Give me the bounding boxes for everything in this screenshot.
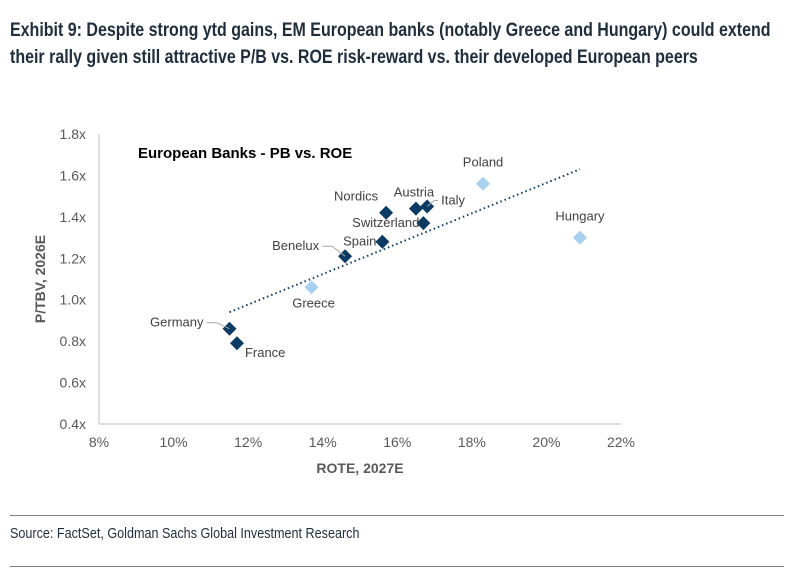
top-divider	[10, 515, 784, 516]
y-tick-label: 0.4x	[60, 416, 86, 432]
point-label: Nordics	[334, 189, 379, 204]
data-point-poland	[476, 176, 491, 191]
chart-title: European Banks - PB vs. ROE	[138, 145, 352, 162]
point-label: Benelux	[272, 238, 319, 253]
data-point-france	[229, 336, 244, 351]
x-tick-label: 22%	[607, 434, 635, 450]
x-tick-label: 12%	[234, 434, 262, 450]
bottom-divider	[10, 566, 784, 567]
data-point-hungary	[572, 230, 587, 245]
leader-line	[426, 200, 439, 207]
x-tick-label: 20%	[532, 434, 560, 450]
data-point-austria	[408, 201, 423, 216]
x-tick-label: 10%	[160, 434, 188, 450]
exhibit-title: Exhibit 9: Despite strong ytd gains, EM …	[10, 19, 771, 68]
y-tick-label: 1.2x	[60, 250, 86, 266]
point-label: Italy	[441, 193, 465, 208]
point-label: Greece	[292, 295, 335, 310]
source-note: Source: FactSet, Goldman Sachs Global In…	[10, 525, 360, 542]
y-tick-label: 1.8x	[60, 126, 86, 142]
point-label: Spain	[343, 234, 376, 249]
point-label: Germany	[150, 315, 204, 330]
x-tick-label: 18%	[458, 434, 486, 450]
trendline	[229, 168, 581, 314]
x-tick-label: 16%	[383, 434, 411, 450]
y-tick-label: 0.8x	[60, 333, 86, 349]
point-label: Austria	[394, 185, 435, 200]
point-label: Switzerland	[352, 215, 419, 230]
leader-line	[322, 245, 346, 257]
x-axis-label: ROTE, 2027E	[316, 460, 403, 476]
point-label: Hungary	[555, 209, 605, 224]
y-axis-label: P/TBV, 2026E	[32, 235, 48, 323]
y-tick-label: 1.4x	[60, 209, 86, 225]
leader-line	[206, 322, 230, 330]
data-point-nordics	[379, 205, 394, 220]
data-point-benelux	[338, 249, 353, 264]
y-tick-label: 0.6x	[60, 375, 86, 391]
data-point-switzerland	[416, 216, 431, 231]
data-point-greece	[304, 280, 319, 295]
x-tick-label: 8%	[89, 434, 109, 450]
y-tick-label: 1.6x	[60, 167, 86, 183]
data-point-spain	[375, 234, 390, 249]
y-tick-label: 1.0x	[60, 292, 86, 308]
point-label: Poland	[463, 155, 503, 170]
x-tick-label: 14%	[309, 434, 337, 450]
point-label: France	[245, 345, 285, 360]
